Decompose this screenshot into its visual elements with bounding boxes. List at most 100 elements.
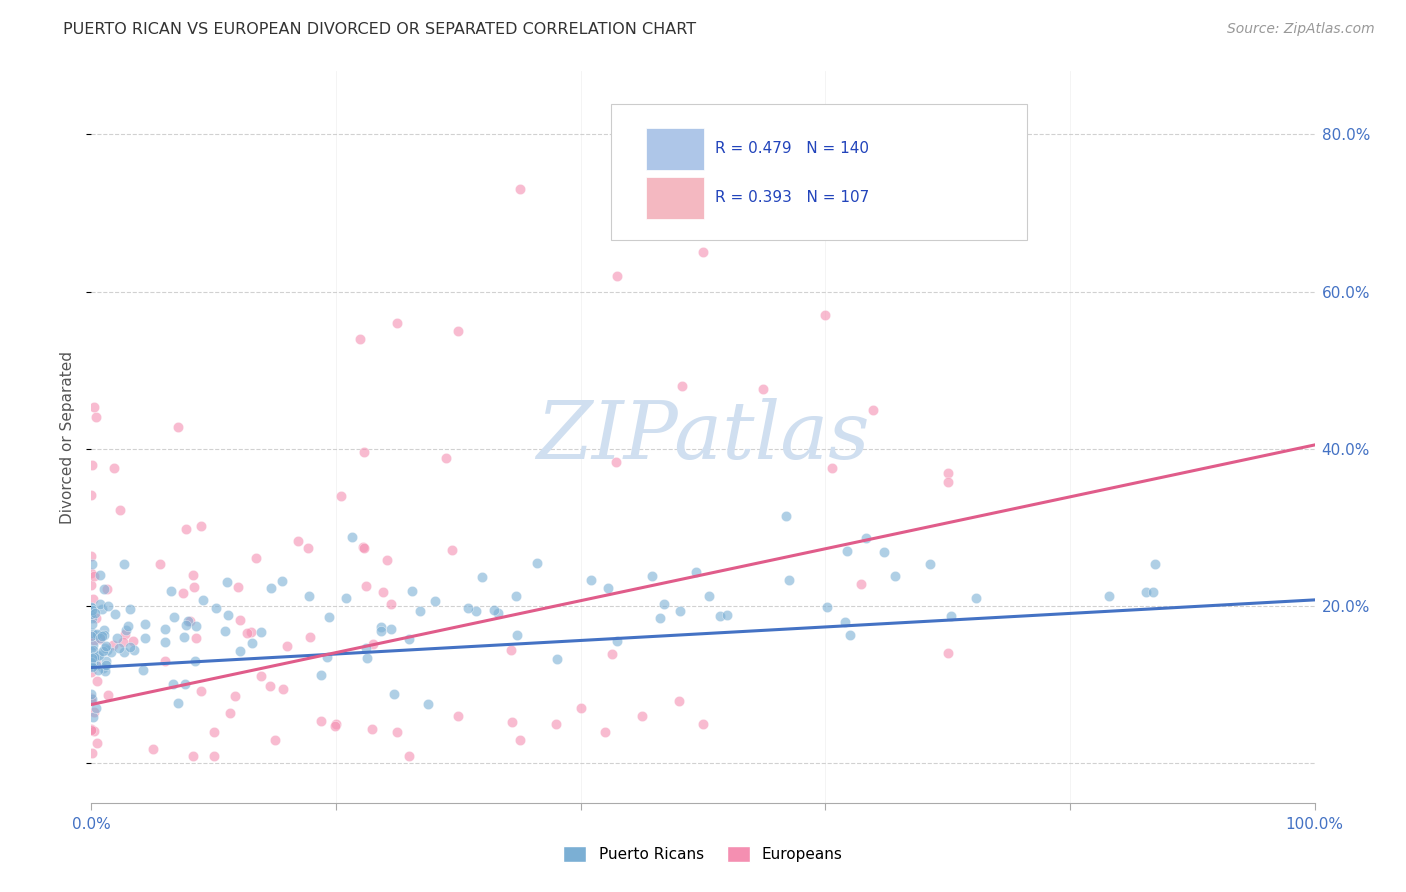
Point (80, 655, 103, 669)
Point (84, 701, 107, 715)
Point (181, 568, 204, 582)
Point (82, 657, 104, 671)
Point (80, 488, 103, 502)
Point (298, 589, 321, 603)
Point (652, 597, 675, 611)
Point (447, 324, 470, 338)
Point (360, 723, 382, 737)
Point (505, 589, 527, 603)
Point (89, 648, 111, 663)
Point (648, 611, 671, 625)
Point (546, 652, 568, 666)
Point (176, 615, 198, 629)
Point (249, 668, 271, 682)
Point (80, 458, 103, 472)
Point (84, 628, 107, 642)
Point (224, 689, 246, 703)
Point (821, 460, 844, 475)
Point (80, 694, 103, 708)
Point (80, 657, 103, 672)
Point (179, 615, 201, 629)
Y-axis label: Divorced or Separated: Divorced or Separated (60, 351, 76, 524)
Point (546, 717, 568, 731)
Point (855, 531, 877, 545)
Point (716, 607, 738, 622)
Point (353, 445, 375, 459)
Point (80, 607, 103, 622)
Point (299, 630, 322, 644)
Point (172, 586, 194, 600)
Point (600, 647, 623, 661)
Point (86, 674, 108, 689)
Point (593, 725, 616, 739)
Point (509, 732, 531, 747)
Point (80, 629, 103, 643)
Point (835, 544, 858, 558)
Point (353, 541, 375, 556)
Point (80, 691, 103, 706)
Point (370, 624, 392, 638)
Point (309, 667, 332, 681)
Point (401, 584, 423, 599)
Point (939, 609, 962, 624)
Point (112, 635, 135, 649)
Point (316, 650, 339, 665)
Point (697, 589, 720, 603)
Point (118, 602, 141, 616)
Point (83, 724, 105, 739)
Text: PUERTO RICAN VS EUROPEAN DIVORCED OR SEPARATED CORRELATION CHART: PUERTO RICAN VS EUROPEAN DIVORCED OR SEP… (63, 22, 696, 37)
Point (606, 268, 628, 283)
Point (132, 663, 155, 677)
Point (184, 654, 207, 668)
Point (606, 634, 628, 648)
Point (82, 643, 104, 657)
Point (709, 608, 731, 623)
Point (218, 706, 240, 721)
Point (217, 607, 239, 622)
Point (457, 601, 479, 615)
Point (354, 641, 377, 656)
Point (96, 643, 118, 657)
Point (155, 622, 177, 636)
Point (214, 624, 236, 638)
Point (80, 659, 103, 673)
Point (236, 625, 259, 640)
Point (91, 661, 114, 675)
Point (93, 582, 115, 597)
Point (91, 602, 114, 616)
Point (229, 613, 252, 627)
Point (86, 611, 108, 625)
Point (94, 654, 117, 668)
Point (100, 645, 122, 659)
Point (349, 332, 371, 346)
Point (311, 714, 333, 728)
Point (815, 599, 838, 614)
Point (86, 626, 108, 640)
Point (668, 693, 690, 707)
Point (80, 665, 103, 680)
Point (93, 623, 115, 637)
Point (105, 631, 128, 645)
Point (325, 717, 347, 731)
Point (149, 557, 172, 571)
Point (1098, 589, 1121, 603)
Point (101, 639, 124, 653)
Point (82, 657, 104, 671)
Point (80, 690, 103, 705)
Point (465, 604, 488, 618)
Point (83, 652, 105, 666)
Point (631, 709, 654, 723)
Point (778, 573, 800, 587)
Point (692, 245, 714, 260)
Point (153, 635, 176, 649)
Point (80, 578, 103, 592)
Point (382, 687, 405, 701)
Point (84, 607, 107, 621)
Point (329, 489, 352, 503)
Point (89, 632, 111, 647)
FancyBboxPatch shape (645, 128, 704, 170)
Point (1135, 585, 1157, 599)
Point (87, 648, 110, 663)
Point (380, 598, 402, 612)
Point (873, 545, 896, 559)
